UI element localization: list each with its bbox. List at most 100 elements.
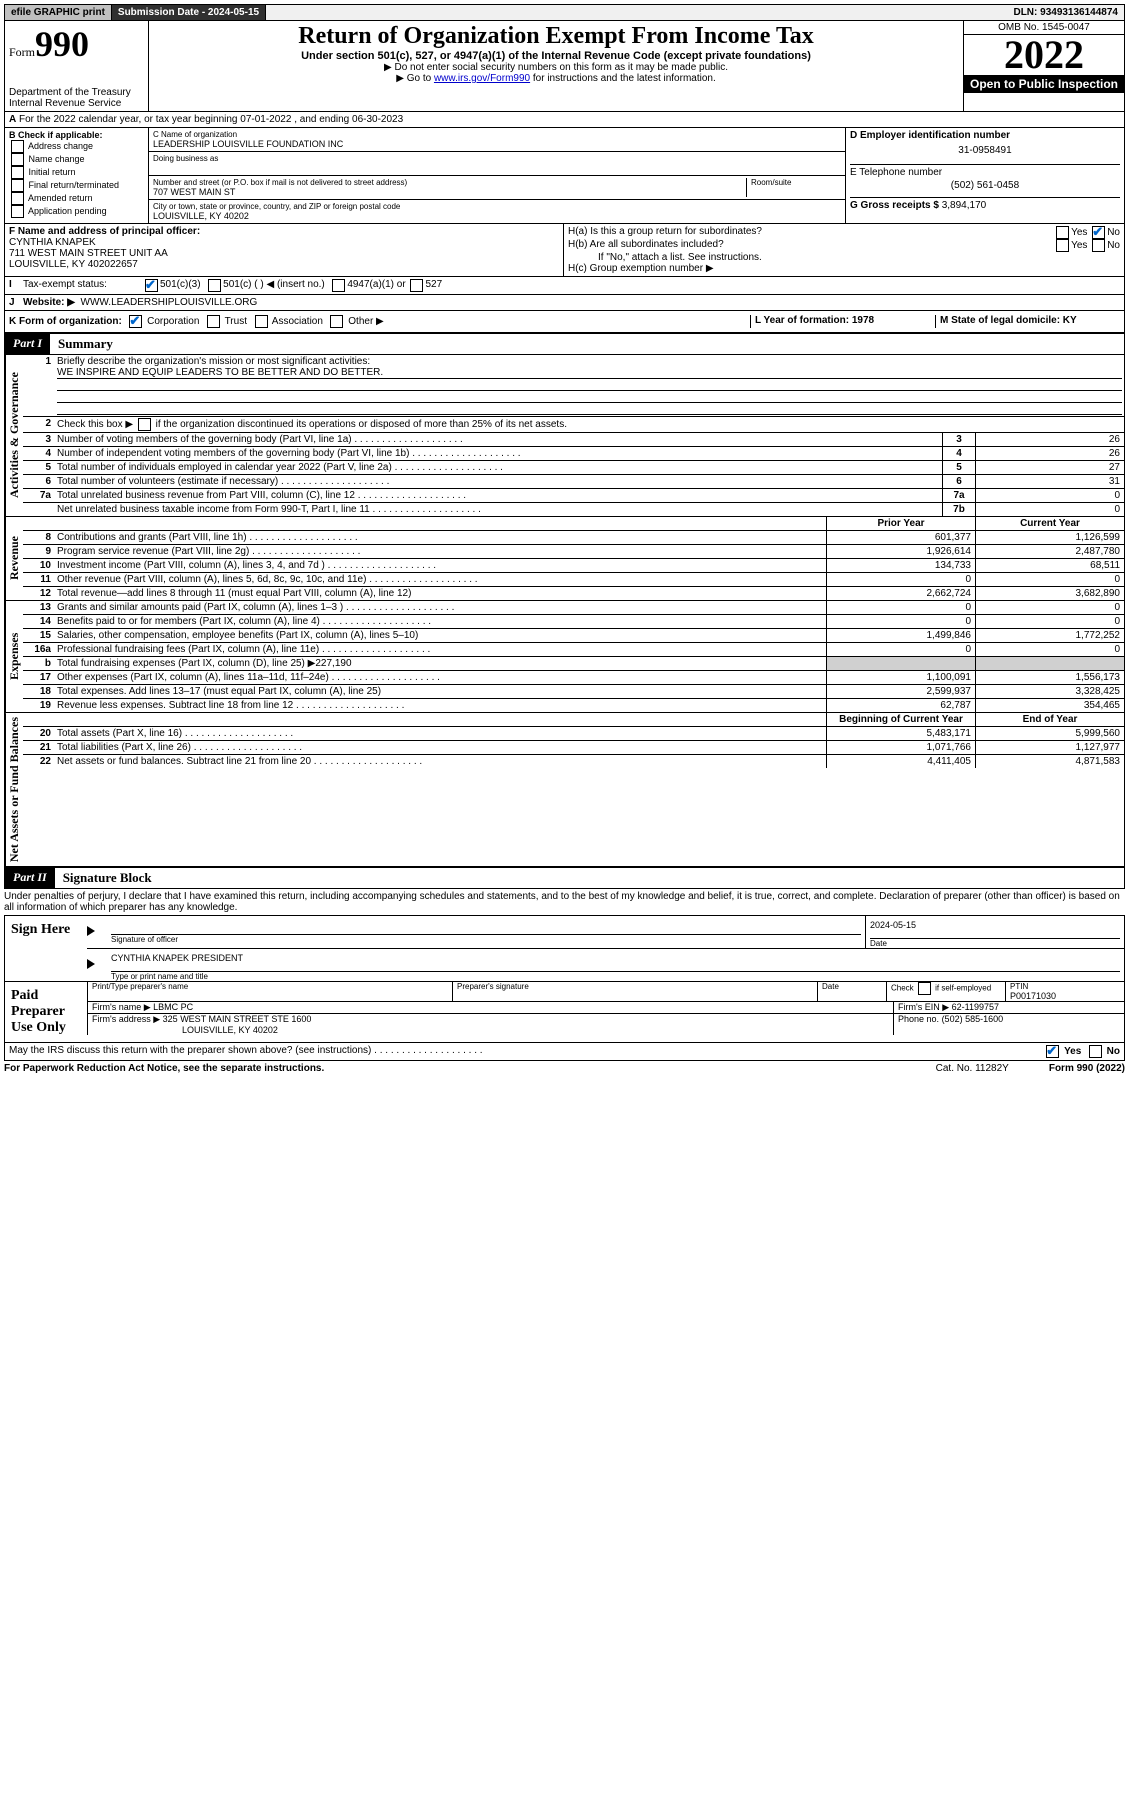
efile-label[interactable]: efile GRAPHIC print: [5, 5, 112, 20]
l5-val: 27: [975, 461, 1124, 474]
sig-officer-lbl: Signature of officer: [111, 935, 861, 944]
cb-ha-no[interactable]: [1092, 226, 1105, 239]
l10-c: 68,511: [975, 559, 1124, 572]
l15-p: 1,499,846: [826, 629, 975, 642]
cb-address-change[interactable]: [11, 140, 24, 153]
section-net-assets: Net Assets or Fund Balances Beginning of…: [4, 713, 1125, 867]
cb-501c[interactable]: [208, 279, 221, 292]
form-title: Return of Organization Exempt From Incom…: [151, 23, 961, 50]
col-c: C Name of organizationLEADERSHIP LOUISVI…: [149, 128, 846, 223]
l7b-lbl: Net unrelated business taxable income fr…: [55, 503, 942, 516]
prep-date-lbl: Date: [822, 982, 882, 991]
prep-se: Check if self-employed: [886, 982, 1005, 1001]
sign-block: Sign Here Signature of officer 2024-05-1…: [4, 915, 1125, 982]
l11-p: 0: [826, 573, 975, 586]
preparer-block: Paid Preparer Use Only Print/Type prepar…: [4, 982, 1125, 1043]
cb-discuss-yes[interactable]: [1046, 1045, 1059, 1058]
prep-name-lbl: Print/Type preparer's name: [92, 982, 448, 991]
side-na: Net Assets or Fund Balances: [5, 713, 23, 866]
firm-name-lbl: Firm's name ▶: [92, 1002, 151, 1012]
form-number: 990: [35, 24, 89, 64]
l20-lbl: Total assets (Part X, line 16): [55, 727, 826, 740]
l7a-val: 0: [975, 489, 1124, 502]
irs-link[interactable]: www.irs.gov/Form990: [434, 73, 530, 84]
l19-lbl: Revenue less expenses. Subtract line 18 …: [55, 699, 826, 712]
l-year: L Year of formation: 1978: [755, 315, 874, 326]
l6-val: 31: [975, 475, 1124, 488]
l4-lbl: Number of independent voting members of …: [55, 447, 942, 460]
cb-app-pending[interactable]: [11, 205, 24, 218]
cb-hb-yes[interactable]: [1056, 239, 1069, 252]
m-state: M State of legal domicile: KY: [940, 315, 1077, 326]
form-header: Form990 Department of the Treasury Inter…: [4, 21, 1125, 112]
l19-p: 62,787: [826, 699, 975, 712]
l17-lbl: Other expenses (Part IX, column (A), lin…: [55, 671, 826, 684]
l21-lbl: Total liabilities (Part X, line 26): [55, 741, 826, 754]
open-public: Open to Public Inspection: [964, 75, 1124, 93]
dln-label: DLN: 93493136144874: [1007, 5, 1124, 20]
cb-hb-no[interactable]: [1092, 239, 1105, 252]
website-val: WWW.LEADERSHIPLOUISVILLE.ORG: [81, 297, 258, 308]
cb-4947[interactable]: [332, 279, 345, 292]
footer-cat: Cat. No. 11282Y: [936, 1063, 1009, 1074]
l21-p: 1,071,766: [826, 741, 975, 754]
arrow-icon: [87, 959, 95, 969]
cb-assoc[interactable]: [255, 315, 268, 328]
cb-name-change[interactable]: [11, 153, 24, 166]
ptin-val: P00171030: [1010, 991, 1120, 1001]
footer-left: For Paperwork Reduction Act Notice, see …: [4, 1063, 324, 1074]
cb-self-employed[interactable]: [918, 982, 931, 995]
l16a-p: 0: [826, 643, 975, 656]
cb-amended[interactable]: [11, 192, 24, 205]
na-h1: Beginning of Current Year: [826, 713, 975, 726]
l10-lbl: Investment income (Part VIII, column (A)…: [55, 559, 826, 572]
l9-c: 2,487,780: [975, 545, 1124, 558]
mission-text: WE INSPIRE AND EQUIP LEADERS TO BE BETTE…: [57, 367, 1122, 379]
form-subtitle: Under section 501(c), 527, or 4947(a)(1)…: [151, 50, 961, 62]
side-rev: Revenue: [5, 517, 23, 600]
cb-ha-yes[interactable]: [1056, 226, 1069, 239]
cb-discuss-no[interactable]: [1089, 1045, 1102, 1058]
cb-corp[interactable]: [129, 315, 142, 328]
l18-c: 3,328,425: [975, 685, 1124, 698]
perjury-note: Under penalties of perjury, I declare th…: [4, 889, 1125, 915]
firm-addr-lbl: Firm's address ▶: [92, 1014, 160, 1024]
submission-date: Submission Date - 2024-05-15: [112, 5, 266, 20]
officer-addr1: 711 WEST MAIN STREET UNIT AA: [9, 248, 559, 259]
phone-val: (502) 561-0458: [850, 178, 1120, 193]
footer: For Paperwork Reduction Act Notice, see …: [4, 1061, 1125, 1074]
cb-initial-return[interactable]: [11, 166, 24, 179]
cb-501c3[interactable]: [145, 279, 158, 292]
cb-other[interactable]: [330, 315, 343, 328]
col-d-e-g: D Employer identification number 31-0958…: [846, 128, 1124, 223]
l11-lbl: Other revenue (Part VIII, column (A), li…: [55, 573, 826, 586]
l15-lbl: Salaries, other compensation, employee b…: [55, 629, 826, 642]
sig-name-lbl: Type or print name and title: [111, 972, 1120, 981]
l17-p: 1,100,091: [826, 671, 975, 684]
cb-527[interactable]: [410, 279, 423, 292]
row-j: J Website: ▶ WWW.LEADERSHIPLOUISVILLE.OR…: [4, 295, 1125, 311]
l3-lbl: Number of voting members of the governin…: [55, 433, 942, 446]
l4-val: 26: [975, 447, 1124, 460]
l14-c: 0: [975, 615, 1124, 628]
l13-p: 0: [826, 601, 975, 614]
discuss-row: May the IRS discuss this return with the…: [4, 1043, 1125, 1061]
gross-lbl: G Gross receipts $: [850, 200, 939, 211]
f-lbl: F Name and address of principal officer:: [9, 226, 200, 237]
officer-name: CYNTHIA KNAPEK: [9, 237, 559, 248]
l18-p: 2,599,937: [826, 685, 975, 698]
l2-lbl: Check this box ▶ if the organization dis…: [57, 419, 567, 430]
firm-name: LBMC PC: [153, 1002, 193, 1012]
part-i-header: Part I Summary: [4, 333, 1125, 355]
street-val: 707 WEST MAIN ST: [153, 187, 746, 197]
l12-c: 3,682,890: [975, 587, 1124, 600]
dba-lbl: Doing business as: [153, 154, 841, 163]
l20-c: 5,999,560: [975, 727, 1124, 740]
cb-trust[interactable]: [207, 315, 220, 328]
l12-p: 2,662,724: [826, 587, 975, 600]
cb-discontinued[interactable]: [138, 418, 151, 431]
hb-note: If "No," attach a list. See instructions…: [568, 252, 1120, 263]
row-i: I Tax-exempt status: 501(c)(3) 501(c) ( …: [4, 277, 1125, 295]
col-b: B Check if applicable: Address change Na…: [5, 128, 149, 223]
cb-final-return[interactable]: [11, 179, 24, 192]
